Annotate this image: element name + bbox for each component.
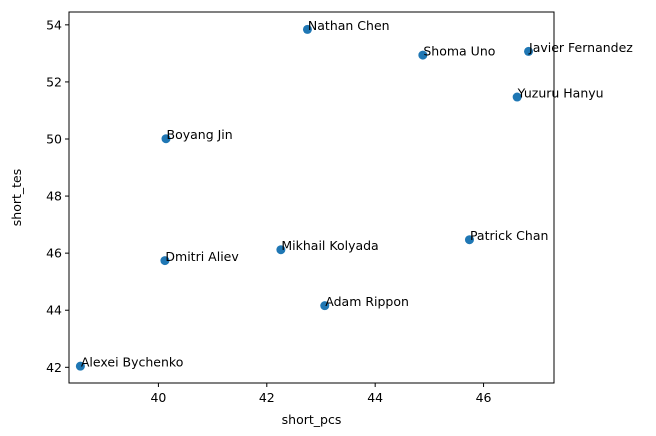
- scatter-point: [524, 46, 534, 56]
- point-label: Boyang Jin: [167, 127, 233, 142]
- scatter-point: [161, 134, 171, 144]
- y-tick-label: 54: [46, 17, 62, 32]
- scatter-point: [302, 24, 312, 34]
- point-label: Alexei Bychenko: [81, 355, 183, 370]
- scatter-point: [464, 235, 474, 245]
- point-label: Mikhail Kolyada: [281, 238, 378, 253]
- point-label: Shoma Uno: [423, 44, 495, 59]
- scatter-point: [512, 92, 522, 102]
- x-axis-ticks: 40 42 44 46: [150, 383, 492, 405]
- y-axis-label: short_tes: [9, 169, 24, 226]
- point-label: Dmitri Aliev: [165, 249, 239, 264]
- plot-frame: [68, 11, 555, 384]
- x-tick-label: 46: [476, 390, 492, 405]
- y-axis-ticks: 42 44 46 48 50 52 54: [46, 17, 69, 375]
- y-tick-label: 50: [46, 131, 62, 146]
- y-tick-label: 48: [46, 189, 62, 204]
- scatter-point: [418, 50, 428, 60]
- y-tick-label: 52: [46, 74, 62, 89]
- point-label: Javier Fernandez: [528, 40, 633, 55]
- x-tick-label: 40: [150, 390, 166, 405]
- scatter-point: [320, 301, 330, 311]
- points-layer: [75, 24, 534, 371]
- scatter-point: [160, 256, 170, 266]
- plot-background: [69, 12, 554, 383]
- y-tick-label: 46: [46, 246, 62, 261]
- point-label: Adam Rippon: [325, 294, 409, 309]
- point-label: Yuzuru Hanyu: [517, 86, 604, 101]
- y-tick-label: 44: [46, 303, 62, 318]
- scatter-point: [276, 245, 286, 255]
- scatter-point: [75, 361, 85, 371]
- point-labels-layer: Nathan Chen Shoma Uno Javier Fernandez Yuzu…: [81, 18, 633, 370]
- point-label: Nathan Chen: [308, 18, 390, 33]
- x-axis-label: short_pcs: [282, 412, 342, 427]
- point-label: Patrick Chan: [470, 228, 548, 243]
- x-tick-label: 42: [259, 390, 275, 405]
- x-tick-label: 44: [367, 390, 383, 405]
- y-tick-label: 42: [46, 360, 62, 375]
